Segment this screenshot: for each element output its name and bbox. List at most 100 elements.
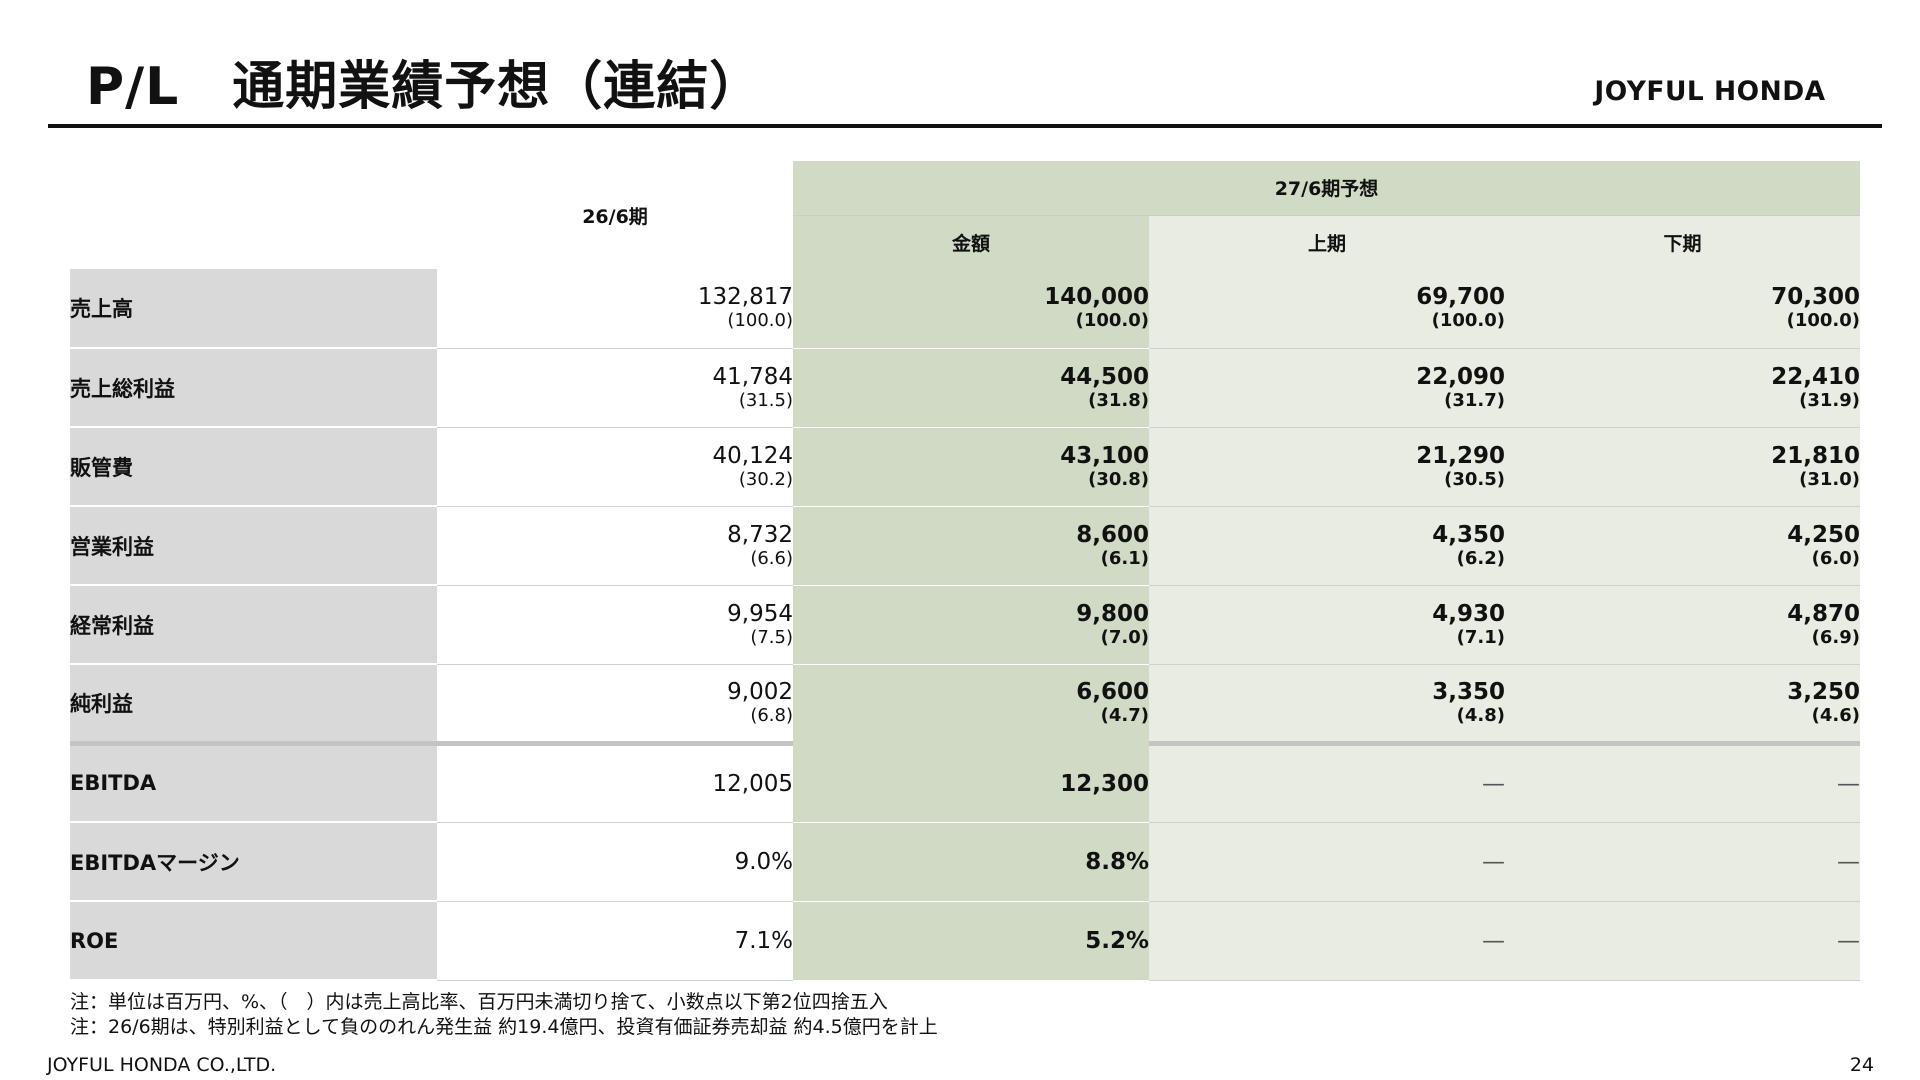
prev-cell: 9,954 (7.5)	[437, 585, 793, 665]
forecast-value: 9,800	[1076, 600, 1149, 627]
second-half-cell: 22,410 (31.9)	[1505, 348, 1861, 428]
table-row: 純利益 9,002 (6.8) 6,600 (4.7) 3,350 (4.8) 3,2…	[70, 664, 1861, 744]
second-half-cell: 21,810 (31.0)	[1505, 427, 1861, 507]
row-label: 販管費	[70, 427, 437, 507]
first-half-cell: 4,930 (7.1)	[1149, 585, 1505, 665]
prev-ratio: (100.0)	[727, 310, 793, 332]
first-half-value: 69,700	[1416, 284, 1505, 311]
second-half-value: 3,250	[1787, 678, 1861, 705]
pl-forecast-table: 26/6期 27/6期予想 金額 上期 下期 売上高 132,817 (100.0…	[70, 161, 1861, 981]
row-label: 経常利益	[70, 585, 437, 665]
prev-ratio: (6.8)	[750, 704, 793, 726]
table-row: EBITDA 12,005 12,300 — —	[70, 740, 1861, 823]
first-half-ratio: (31.7)	[1444, 389, 1505, 411]
second-half-value: —	[1837, 848, 1861, 875]
prev-ratio: (30.2)	[738, 468, 793, 490]
second-half-value: —	[1837, 770, 1861, 797]
prev-cell: 12,005	[437, 740, 793, 823]
first-half-value: 22,090	[1416, 363, 1505, 390]
prev-cell: 9.0%	[437, 822, 793, 902]
first-half-ratio: (100.0)	[1431, 310, 1505, 332]
second-half-ratio: (4.6)	[1811, 704, 1861, 726]
prev-value: 132,817	[697, 284, 793, 311]
first-half-cell: 69,700 (100.0)	[1149, 269, 1505, 349]
forecast-cell: 44,500 (31.8)	[793, 348, 1149, 428]
prev-ratio: (6.6)	[750, 547, 793, 569]
header-blank	[70, 161, 437, 269]
second-half-value: 21,810	[1771, 442, 1861, 469]
header-prev-period: 26/6期	[437, 161, 793, 269]
second-half-cell: —	[1505, 901, 1861, 981]
brand-logo: JOYFUL HONDA	[1594, 76, 1826, 107]
first-half-value: 4,350	[1432, 521, 1505, 548]
page-number: 24	[1849, 1054, 1874, 1076]
second-half-cell: 3,250 (4.6)	[1505, 664, 1861, 744]
first-half-cell: 22,090 (31.7)	[1149, 348, 1505, 428]
second-half-value: 4,250	[1787, 521, 1861, 548]
second-half-cell: 4,870 (6.9)	[1505, 585, 1861, 665]
table-row: ROE 7.1% 5.2% — —	[70, 901, 1861, 981]
prev-cell: 8,732 (6.6)	[437, 506, 793, 586]
second-half-ratio: (6.9)	[1811, 626, 1861, 648]
second-half-ratio: (100.0)	[1786, 310, 1861, 332]
footnote: 注：26/6期は、特別利益として負ののれん発生益 約19.4億円、投資有価証券売…	[70, 1016, 938, 1038]
forecast-cell: 8.8%	[793, 822, 1149, 902]
page-title: P/L 通期業績予想（連結）	[86, 57, 763, 117]
forecast-ratio: (100.0)	[1075, 310, 1149, 332]
prev-cell: 41,784 (31.5)	[437, 348, 793, 428]
prev-cell: 132,817 (100.0)	[437, 269, 793, 349]
first-half-value: 4,930	[1432, 600, 1505, 627]
second-half-value: 4,870	[1787, 600, 1861, 627]
prev-value: 8,732	[727, 521, 793, 548]
forecast-value: 5.2%	[1085, 927, 1149, 954]
second-half-ratio: (6.0)	[1811, 547, 1861, 569]
forecast-value: 6,600	[1076, 678, 1149, 705]
prev-value: 9,002	[727, 678, 793, 705]
row-label: EBITDA	[70, 740, 437, 823]
forecast-cell: 140,000 (100.0)	[793, 269, 1149, 349]
footer-company: JOYFUL HONDA CO.,LTD.	[47, 1054, 277, 1076]
row-label: 純利益	[70, 664, 437, 744]
row-label: 売上高	[70, 269, 437, 349]
first-half-value: —	[1482, 770, 1505, 797]
forecast-cell: 6,600 (4.7)	[793, 664, 1149, 744]
header-forecast: 27/6期予想	[793, 161, 1861, 216]
table-row: 売上総利益 41,784 (31.5) 44,500 (31.8) 22,090 (3…	[70, 348, 1861, 428]
first-half-value: 21,290	[1416, 442, 1505, 469]
row-label: ROE	[70, 901, 437, 981]
forecast-cell: 8,600 (6.1)	[793, 506, 1149, 586]
table-row: 売上高 132,817 (100.0) 140,000 (100.0) 69,700…	[70, 269, 1861, 349]
second-half-cell: 70,300 (100.0)	[1505, 269, 1861, 349]
prev-cell: 7.1%	[437, 901, 793, 981]
forecast-ratio: (7.0)	[1100, 626, 1149, 648]
second-half-ratio: (31.9)	[1799, 389, 1861, 411]
first-half-cell: 4,350 (6.2)	[1149, 506, 1505, 586]
second-half-cell: 4,250 (6.0)	[1505, 506, 1861, 586]
forecast-ratio: (6.1)	[1100, 547, 1149, 569]
prev-ratio: (7.5)	[750, 626, 793, 648]
footnote: 注：単位は百万円、%、（ ）内は売上高比率、百万円未満切り捨て、小数点以下第2位…	[70, 991, 888, 1013]
prev-value: 7.1%	[734, 927, 793, 954]
first-half-value: —	[1482, 848, 1505, 875]
first-half-value: 3,350	[1432, 678, 1505, 705]
forecast-value: 43,100	[1060, 442, 1149, 469]
forecast-cell: 12,300	[793, 740, 1149, 823]
second-half-cell: —	[1505, 740, 1861, 823]
second-half-cell: —	[1505, 822, 1861, 902]
row-label: 売上総利益	[70, 348, 437, 428]
forecast-value: 140,000	[1044, 284, 1149, 311]
first-half-cell: 21,290 (30.5)	[1149, 427, 1505, 507]
title-rule	[48, 124, 1882, 128]
first-half-cell: —	[1149, 740, 1505, 823]
forecast-ratio: (30.8)	[1088, 468, 1149, 490]
forecast-cell: 9,800 (7.0)	[793, 585, 1149, 665]
forecast-value: 8,600	[1076, 521, 1149, 548]
prev-ratio: (31.5)	[738, 389, 793, 411]
prev-value: 9,954	[727, 600, 793, 627]
header-first-half: 上期	[1149, 215, 1505, 269]
first-half-ratio: (6.2)	[1456, 547, 1505, 569]
row-label: EBITDAマージン	[70, 822, 437, 902]
first-half-value: —	[1482, 927, 1505, 954]
first-half-ratio: (4.8)	[1456, 704, 1505, 726]
forecast-cell: 43,100 (30.8)	[793, 427, 1149, 507]
